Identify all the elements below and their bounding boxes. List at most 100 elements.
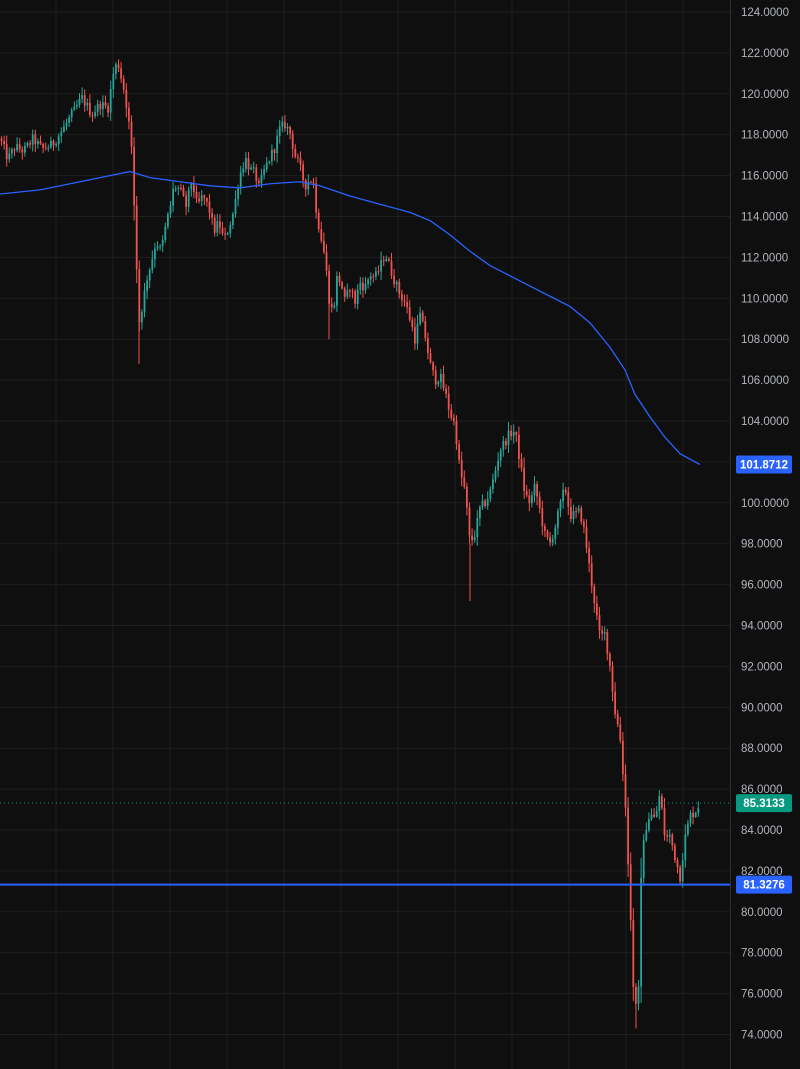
candle-body	[26, 143, 29, 147]
candle	[34, 129, 37, 152]
price-plot[interactable]	[0, 0, 730, 1069]
candle	[658, 790, 661, 820]
candle-body	[115, 64, 117, 74]
candle-body	[622, 740, 624, 775]
candle-body	[453, 417, 455, 422]
candle-body	[73, 106, 76, 111]
candle	[284, 115, 286, 132]
candle-body	[432, 362, 434, 371]
candle-body	[338, 275, 341, 283]
candle	[65, 118, 68, 131]
candle	[518, 426, 520, 469]
candle-body	[224, 233, 226, 235]
candle-body	[125, 89, 128, 108]
candle-body	[434, 370, 437, 385]
candle-body	[138, 269, 141, 323]
candle	[115, 62, 117, 80]
candle	[666, 829, 668, 842]
candle-body	[216, 221, 219, 233]
candle-body	[442, 374, 445, 389]
candle-body	[403, 300, 406, 302]
candle-body	[167, 214, 169, 227]
candle-body	[130, 121, 133, 147]
candle	[416, 315, 419, 350]
candle	[195, 185, 198, 203]
candle	[606, 628, 609, 661]
y-tick-label: 112.0000	[741, 252, 788, 264]
candle	[247, 152, 250, 176]
price-axis[interactable]: 124.0000 122.0000 120.0000 118.0000 116.0000…	[730, 0, 800, 1069]
candle	[411, 316, 414, 332]
candle-body	[234, 199, 237, 215]
candle-body	[497, 460, 499, 471]
candle	[447, 386, 450, 419]
candle	[200, 190, 203, 207]
candle-body	[117, 64, 120, 69]
candle	[122, 75, 125, 94]
candle	[76, 99, 78, 110]
candle	[648, 812, 650, 833]
candle	[684, 824, 687, 868]
candle	[499, 447, 502, 468]
candle	[13, 147, 16, 157]
candle	[52, 139, 55, 151]
candle	[164, 222, 167, 243]
candle-body	[414, 327, 416, 344]
candle	[304, 178, 307, 197]
horizontal-line-layer[interactable]	[0, 802, 730, 886]
candle-body	[94, 112, 96, 117]
candle-body	[658, 796, 661, 812]
candle-body	[276, 136, 278, 154]
candle-body	[479, 506, 481, 519]
y-tick-label: 80.0000	[741, 907, 783, 919]
candle	[148, 267, 151, 289]
candle-body	[598, 615, 601, 631]
candle-body	[159, 246, 161, 248]
candle	[177, 185, 180, 196]
candle	[674, 843, 676, 863]
candle	[614, 682, 616, 719]
candle-body	[450, 409, 453, 418]
candle-body	[684, 834, 687, 861]
candle-body	[281, 121, 284, 127]
y-tick-label: 100.0000	[741, 498, 789, 510]
candle	[572, 504, 575, 525]
candle	[546, 529, 549, 540]
candle	[68, 114, 70, 127]
candle-body	[427, 338, 429, 354]
candle-body	[341, 282, 343, 289]
candle	[380, 251, 382, 280]
candle-body	[336, 275, 338, 306]
candle-body	[133, 146, 135, 206]
candle-body	[359, 282, 362, 290]
candle	[533, 475, 536, 503]
plot-area[interactable]	[0, 0, 730, 1069]
y-tick-label: 120.0000	[741, 89, 789, 101]
candle-body	[544, 525, 546, 531]
candle	[86, 98, 89, 111]
candle-body	[315, 183, 317, 213]
y-tick-label: 124.0000	[741, 7, 789, 19]
candle-body	[541, 508, 544, 526]
candle-body	[580, 508, 583, 522]
price-axis-svg: 124.0000 122.0000 120.0000 118.0000 116.0000…	[736, 7, 792, 1042]
candle-body	[180, 187, 182, 189]
candle-body	[585, 527, 588, 548]
candle	[39, 135, 42, 145]
candle-body	[356, 289, 359, 305]
candle	[349, 288, 351, 298]
candle-body	[247, 158, 250, 170]
y-tick-label: 78.0000	[741, 948, 783, 960]
candle-body	[34, 134, 37, 145]
candle-body	[538, 496, 541, 509]
candle-body	[304, 180, 307, 190]
y-tick-label: 104.0000	[741, 416, 789, 428]
candle-body	[328, 270, 330, 304]
candle-body	[390, 260, 393, 276]
candle	[603, 626, 606, 641]
candle	[442, 365, 445, 391]
candle	[47, 144, 50, 152]
candle-body	[398, 282, 401, 294]
candle-body	[486, 498, 489, 507]
